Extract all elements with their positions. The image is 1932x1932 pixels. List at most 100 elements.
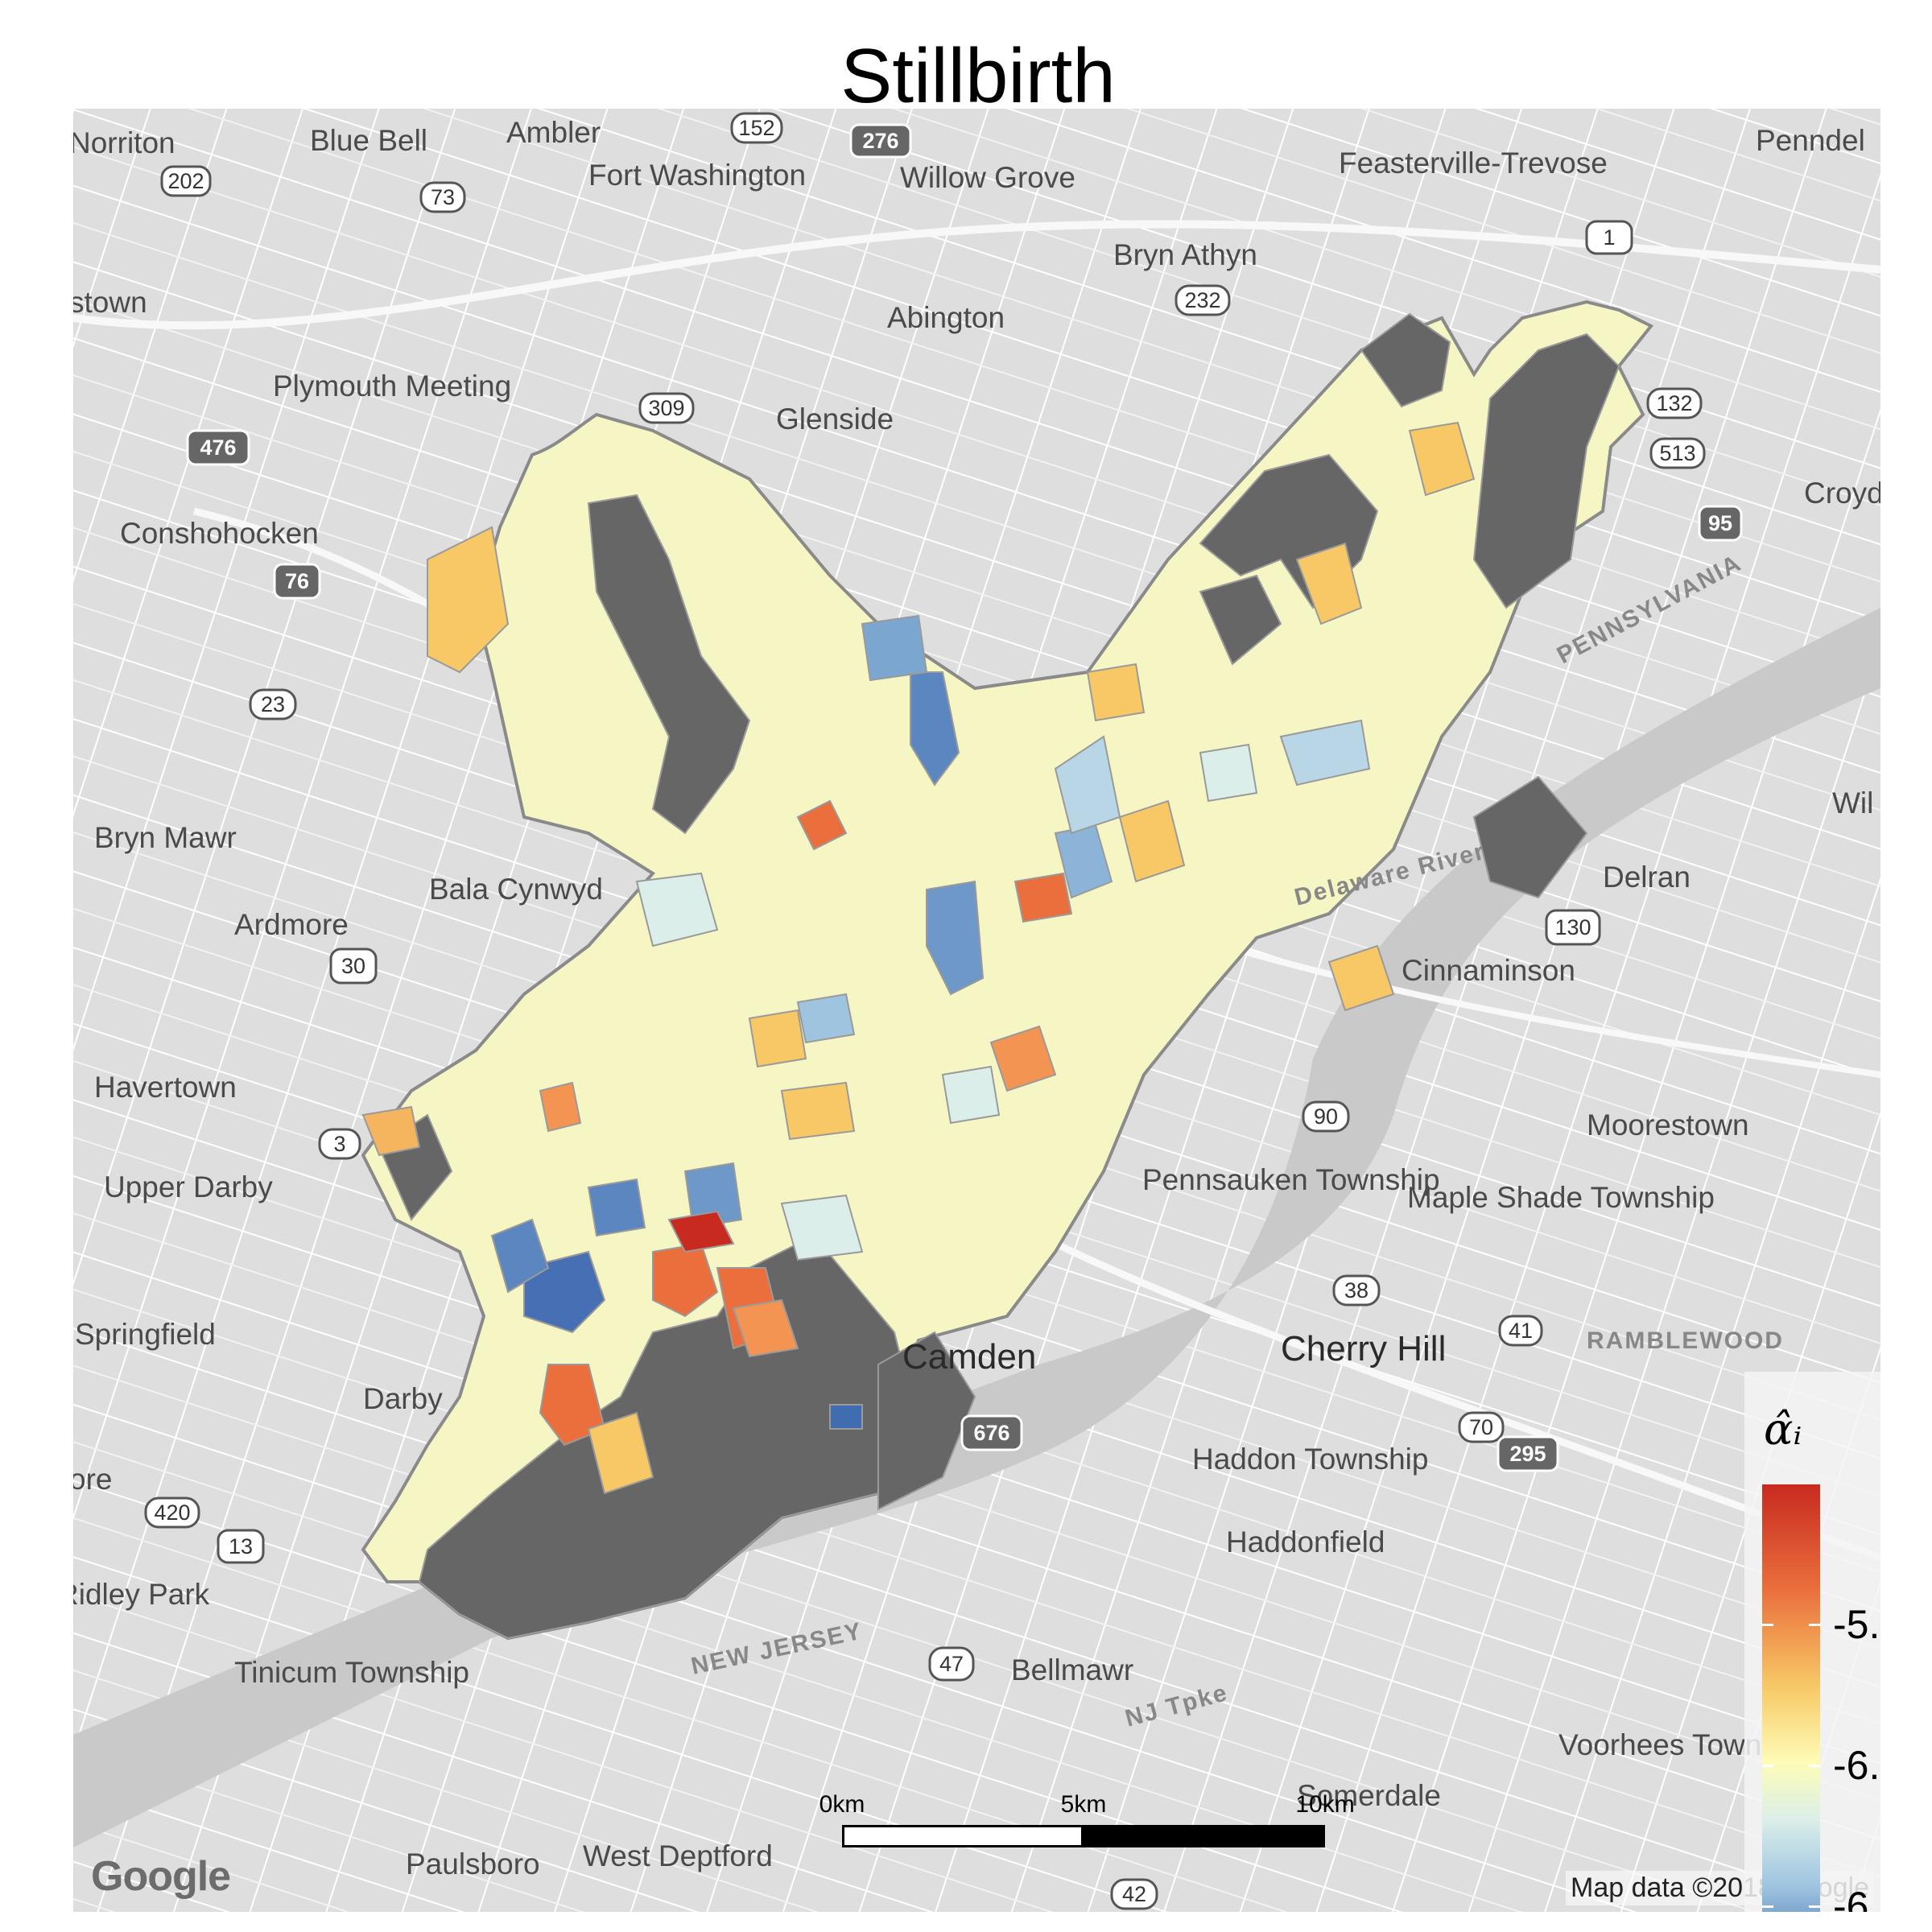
- legend-tick-label: -6.0: [1833, 1743, 1880, 1788]
- route-shield: 295: [1496, 1435, 1559, 1472]
- place-labels: Norriton Blue Bell Ambler Fort Washingto…: [73, 116, 1880, 1880]
- tract-low: [796, 993, 856, 1044]
- svg-text:132: 132: [1656, 391, 1692, 415]
- place-label: Haddon Township: [1192, 1443, 1428, 1476]
- tract-highest: [667, 1210, 735, 1253]
- route-shield: 3: [318, 1128, 361, 1160]
- tract-mid: [941, 1065, 1001, 1125]
- place-label: Plymouth Meeting: [273, 369, 511, 402]
- place-label: Darby: [363, 1382, 443, 1415]
- svg-text:130: 130: [1554, 915, 1591, 939]
- tract-high: [796, 799, 848, 851]
- tract-high: [1013, 872, 1073, 923]
- place-label: stown: [73, 286, 147, 319]
- tract-high: [539, 1364, 606, 1447]
- place-label: Norriton: [73, 126, 175, 159]
- svg-text:76: 76: [285, 569, 309, 593]
- place-label: Ardmore: [234, 908, 349, 941]
- tract-high: [539, 1081, 582, 1133]
- svg-text:47: 47: [939, 1652, 964, 1676]
- legend-tick-mark: [1762, 1905, 1773, 1908]
- scale-label: 5km: [1060, 1791, 1107, 1818]
- place-label: Wil: [1832, 786, 1873, 819]
- svg-text:30: 30: [341, 954, 365, 978]
- legend-title: α̂ᵢ: [1764, 1404, 1802, 1455]
- tract-mid: [1199, 743, 1258, 803]
- place-label: Ridley Park: [73, 1578, 210, 1611]
- place-label: Bellmawr: [1011, 1653, 1133, 1686]
- svg-text:3: 3: [333, 1132, 345, 1156]
- place-label: Blue Bell: [310, 124, 427, 157]
- place-label: Paulsboro: [406, 1847, 540, 1880]
- tract-low: [1279, 719, 1371, 786]
- tract-missing: [1199, 574, 1282, 666]
- route-shield: 130: [1545, 909, 1601, 946]
- route-shield: 76: [273, 563, 321, 600]
- place-label: Tinicum Township: [234, 1656, 469, 1689]
- place-label: Glenside: [776, 402, 894, 436]
- place-label: Springfield: [75, 1318, 216, 1351]
- place-label: Bala Cynwyd: [429, 873, 603, 906]
- route-shield: 70: [1458, 1411, 1505, 1443]
- route-shield: 513: [1649, 437, 1706, 469]
- tract-mid: [780, 1194, 864, 1261]
- route-shield: 42: [1110, 1878, 1158, 1910]
- map-title: Stillbirth: [840, 33, 1116, 119]
- tract-low: [926, 880, 985, 996]
- svg-text:513: 513: [1659, 441, 1695, 465]
- highway: [73, 220, 1880, 330]
- tract-mid-high: [427, 526, 510, 674]
- tract-high: [732, 1298, 799, 1358]
- legend-tick-mark: [1809, 1905, 1820, 1908]
- tract-mid-high: [1086, 663, 1146, 722]
- place-label: Willow Grove: [900, 161, 1075, 194]
- route-shield: 202: [160, 165, 212, 197]
- place-label: Conshohocken: [120, 517, 319, 550]
- route-shield: 47: [928, 1646, 975, 1682]
- tract-missing: [587, 493, 751, 835]
- tract-low: [523, 1250, 606, 1334]
- place-label: Abington: [887, 301, 1005, 334]
- water-label: RAMBLEWOOD: [1587, 1327, 1784, 1354]
- route-shield: 232: [1174, 284, 1231, 316]
- scale-segment-black: [1081, 1825, 1325, 1847]
- svg-text:309: 309: [648, 396, 684, 420]
- legend-colorbar: [1762, 1484, 1820, 1912]
- route-shield: 23: [249, 688, 297, 720]
- river: [73, 608, 1880, 1847]
- map-panel[interactable]: Norriton Blue Bell Ambler Fort Washingto…: [73, 109, 1880, 1912]
- place-label: Cinnaminson: [1402, 954, 1575, 987]
- place-label: Delran: [1603, 861, 1690, 894]
- route-shield: 95: [1698, 505, 1743, 542]
- tract-mid-high: [780, 1081, 856, 1141]
- place-label: Penndel: [1756, 124, 1865, 157]
- svg-text:23: 23: [261, 692, 285, 716]
- place-label: Camden: [902, 1337, 1036, 1377]
- svg-text:95: 95: [1708, 511, 1732, 535]
- place-label: Fort Washington: [588, 159, 806, 192]
- place-label: West Deptford: [583, 1839, 773, 1872]
- svg-text:476: 476: [200, 436, 236, 460]
- svg-text:276: 276: [862, 129, 898, 153]
- route-shield: 276: [849, 123, 912, 159]
- svg-text:152: 152: [738, 116, 774, 140]
- tract-low: [683, 1162, 743, 1229]
- scale-bar: 0km 5km 10km: [770, 1791, 1355, 1872]
- route-shield: 30: [329, 947, 378, 985]
- route-shield: 309: [638, 392, 695, 424]
- svg-text:90: 90: [1314, 1104, 1338, 1129]
- tract-missing: [1360, 312, 1451, 408]
- svg-text:73: 73: [431, 185, 455, 209]
- tract-low: [490, 1218, 550, 1294]
- place-label: Bryn Athyn: [1113, 238, 1257, 271]
- route-shield: 1: [1585, 220, 1633, 255]
- place-label: Croyd: [1804, 477, 1880, 510]
- route-shields: 202 73 152 276 1 232 309 476 76 23 30 3 …: [144, 112, 1743, 1910]
- svg-text:41: 41: [1509, 1319, 1533, 1343]
- tract-mid: [635, 872, 719, 947]
- tract-low: [861, 614, 928, 682]
- place-label: Moorestown: [1587, 1108, 1749, 1141]
- tract-mid-high: [1327, 944, 1395, 1012]
- route-shield: 41: [1498, 1315, 1543, 1347]
- place-label: ore: [73, 1463, 112, 1496]
